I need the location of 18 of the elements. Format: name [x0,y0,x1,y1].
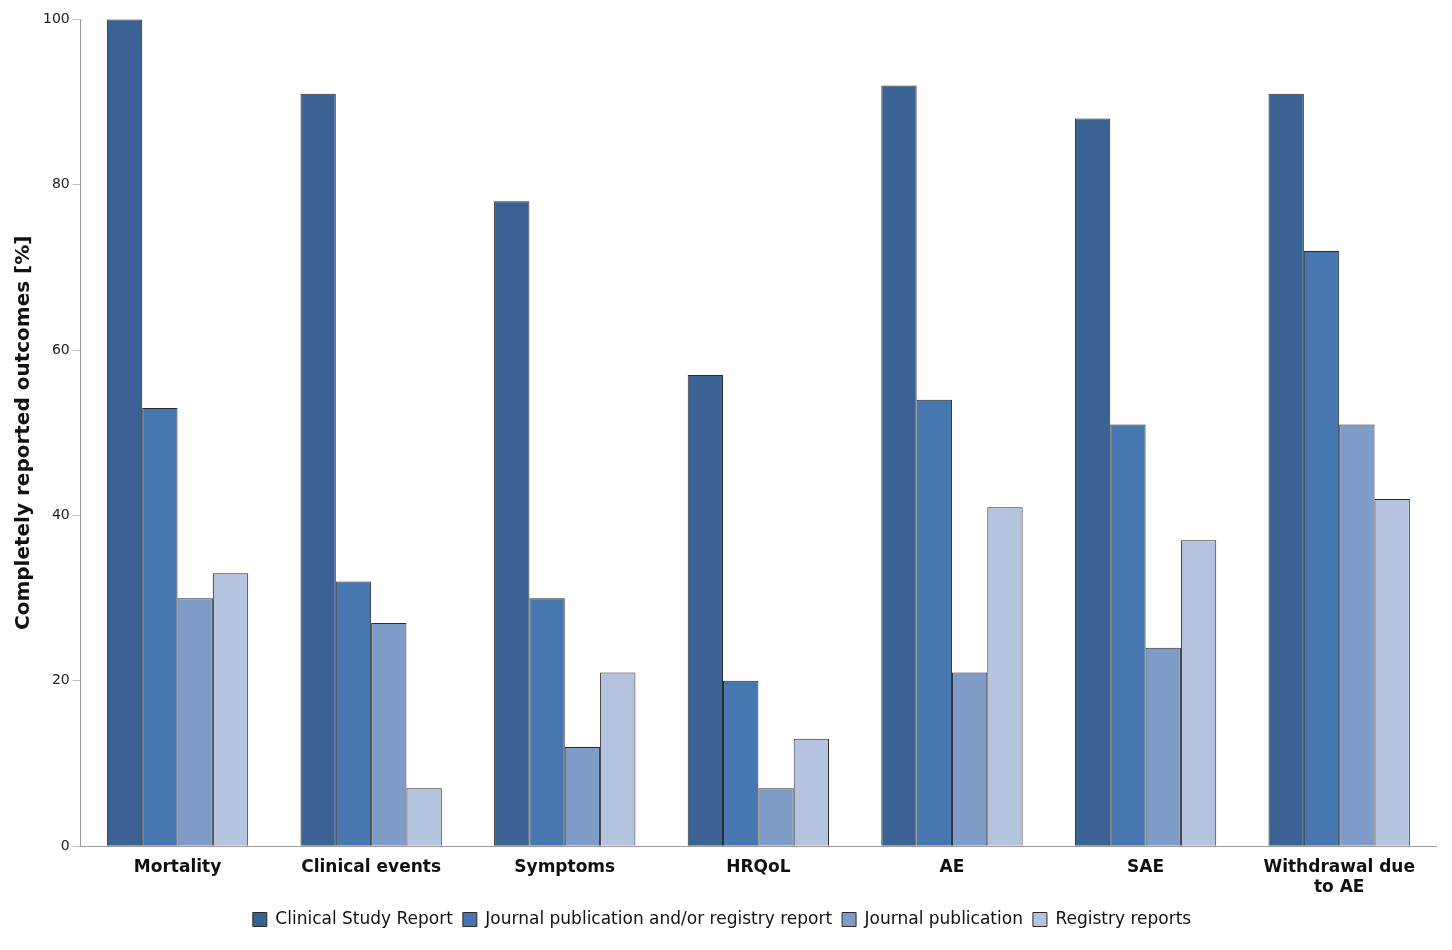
y-axis-title: Completely reported outcomes [%] [10,235,35,631]
legend-label: Journal publication and/or registry report [484,907,833,928]
legend-label: Journal publication [863,907,1023,928]
legend-label: Registry reports [1055,907,1192,928]
x-tick-label: AE [939,855,965,876]
y-tick-label: 100 [42,10,70,27]
x-tick-label: Mortality [133,855,222,876]
y-tick-label: 0 [60,836,70,853]
y-tick-label: 80 [51,175,70,192]
x-tick-label: HRQoL [726,855,791,876]
legend-label: Clinical Study Report [275,907,454,928]
x-tick-label: Withdrawal due to AE [1263,855,1415,897]
x-tick-label: Symptoms [514,855,616,876]
x-tick-label: SAE [1127,855,1165,876]
y-tick-label: 20 [51,671,70,688]
y-tick-label: 60 [51,340,70,357]
x-tick-label: Clinical events [301,855,442,876]
y-tick-label: 40 [51,506,70,523]
